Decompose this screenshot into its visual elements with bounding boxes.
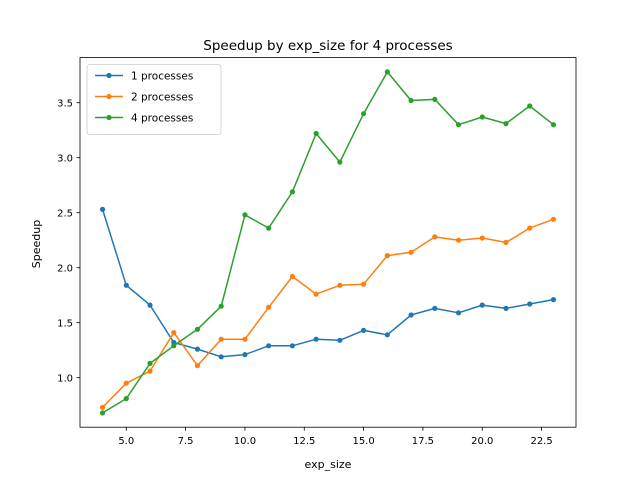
data-point xyxy=(337,282,343,288)
data-point xyxy=(266,343,272,349)
data-point xyxy=(218,336,224,342)
data-point xyxy=(147,368,153,374)
y-tick-label: 3.0 xyxy=(57,153,73,164)
data-point xyxy=(455,310,462,316)
data-point xyxy=(527,225,533,231)
data-point xyxy=(289,273,296,280)
x-tick-label: 15.0 xyxy=(352,436,374,447)
y-tick-label: 1.0 xyxy=(57,373,73,384)
data-point xyxy=(147,360,153,366)
data-point xyxy=(337,159,343,165)
data-point xyxy=(313,291,319,297)
series-4-processes xyxy=(99,69,557,416)
legend-swatch-marker xyxy=(106,114,112,121)
y-tick-label: 1.5 xyxy=(57,318,73,329)
data-point xyxy=(479,235,485,241)
legend: 1 processes 2 processes 4 processes xyxy=(86,64,222,135)
data-point xyxy=(360,327,367,333)
y-tick-label: 2.0 xyxy=(57,263,73,274)
x-axis-label: exp_size xyxy=(305,458,352,471)
series-2-processes xyxy=(99,216,557,410)
data-point xyxy=(242,352,248,358)
data-point xyxy=(360,111,367,117)
series-layer xyxy=(99,69,557,416)
data-point xyxy=(289,343,296,349)
data-point xyxy=(479,302,485,308)
legend-label: 4 processes xyxy=(131,113,193,125)
data-point xyxy=(194,363,201,369)
data-point xyxy=(242,336,248,342)
data-point xyxy=(123,396,129,402)
x-tick-label: 20.0 xyxy=(471,436,493,447)
data-point xyxy=(384,69,390,75)
x-tick-label: 10.0 xyxy=(234,436,256,447)
legend-entry: 4 processes xyxy=(95,113,193,125)
ticks-layer: 5.0 7.5 10.0 12.5 15.0 17.5 20.0 22.5 1.0 1.5 2.0 2… xyxy=(57,98,553,447)
data-point xyxy=(123,282,129,288)
y-tick-label: 3.5 xyxy=(57,98,73,109)
data-point xyxy=(313,336,319,342)
data-point xyxy=(313,130,319,137)
data-point xyxy=(503,239,509,245)
legend-swatch-marker xyxy=(106,93,112,100)
data-point xyxy=(123,380,129,386)
data-point xyxy=(384,332,390,338)
y-axis-label: Speedup xyxy=(30,220,43,268)
data-point xyxy=(527,301,533,307)
series-line xyxy=(102,218,554,408)
data-point xyxy=(408,249,414,255)
data-point xyxy=(99,410,106,416)
data-point xyxy=(384,253,390,259)
data-point xyxy=(337,337,343,343)
data-point xyxy=(503,305,509,311)
data-point xyxy=(408,312,414,318)
data-point xyxy=(503,121,509,127)
series-line xyxy=(102,71,554,414)
data-point xyxy=(432,96,438,102)
data-point xyxy=(550,216,557,222)
data-point xyxy=(408,97,414,104)
data-point xyxy=(432,305,438,311)
data-point xyxy=(99,206,106,212)
data-point xyxy=(194,326,201,332)
data-point xyxy=(432,234,438,240)
data-point xyxy=(527,103,533,109)
legend-entry: 2 processes xyxy=(95,92,193,104)
data-point xyxy=(194,346,201,352)
chart-title: Speedup by exp_size for 4 processes xyxy=(203,38,452,54)
data-point xyxy=(550,122,557,128)
data-point xyxy=(455,122,462,128)
data-point xyxy=(218,303,224,309)
data-point xyxy=(266,304,272,310)
legend-label: 1 processes xyxy=(131,71,193,83)
data-point xyxy=(147,302,153,308)
data-point xyxy=(171,330,177,336)
data-point xyxy=(171,343,177,349)
x-tick-label: 17.5 xyxy=(412,436,434,447)
axes-frame xyxy=(79,57,577,428)
x-tick-label: 12.5 xyxy=(293,436,315,447)
data-point xyxy=(479,114,485,120)
data-point xyxy=(360,281,367,287)
data-point xyxy=(289,189,296,195)
x-tick-label: 22.5 xyxy=(530,436,552,447)
data-point xyxy=(550,297,557,303)
legend-swatch-marker xyxy=(106,72,112,79)
data-point xyxy=(266,225,272,231)
y-tick-label: 2.5 xyxy=(57,208,73,219)
data-point xyxy=(455,237,462,243)
legend-label: 2 processes xyxy=(131,92,193,104)
legend-entry: 1 processes xyxy=(95,71,193,83)
data-point xyxy=(218,354,224,360)
x-tick-label: 7.5 xyxy=(178,436,194,447)
data-point xyxy=(99,404,106,410)
data-point xyxy=(242,212,248,218)
x-tick-label: 5.0 xyxy=(118,436,134,447)
